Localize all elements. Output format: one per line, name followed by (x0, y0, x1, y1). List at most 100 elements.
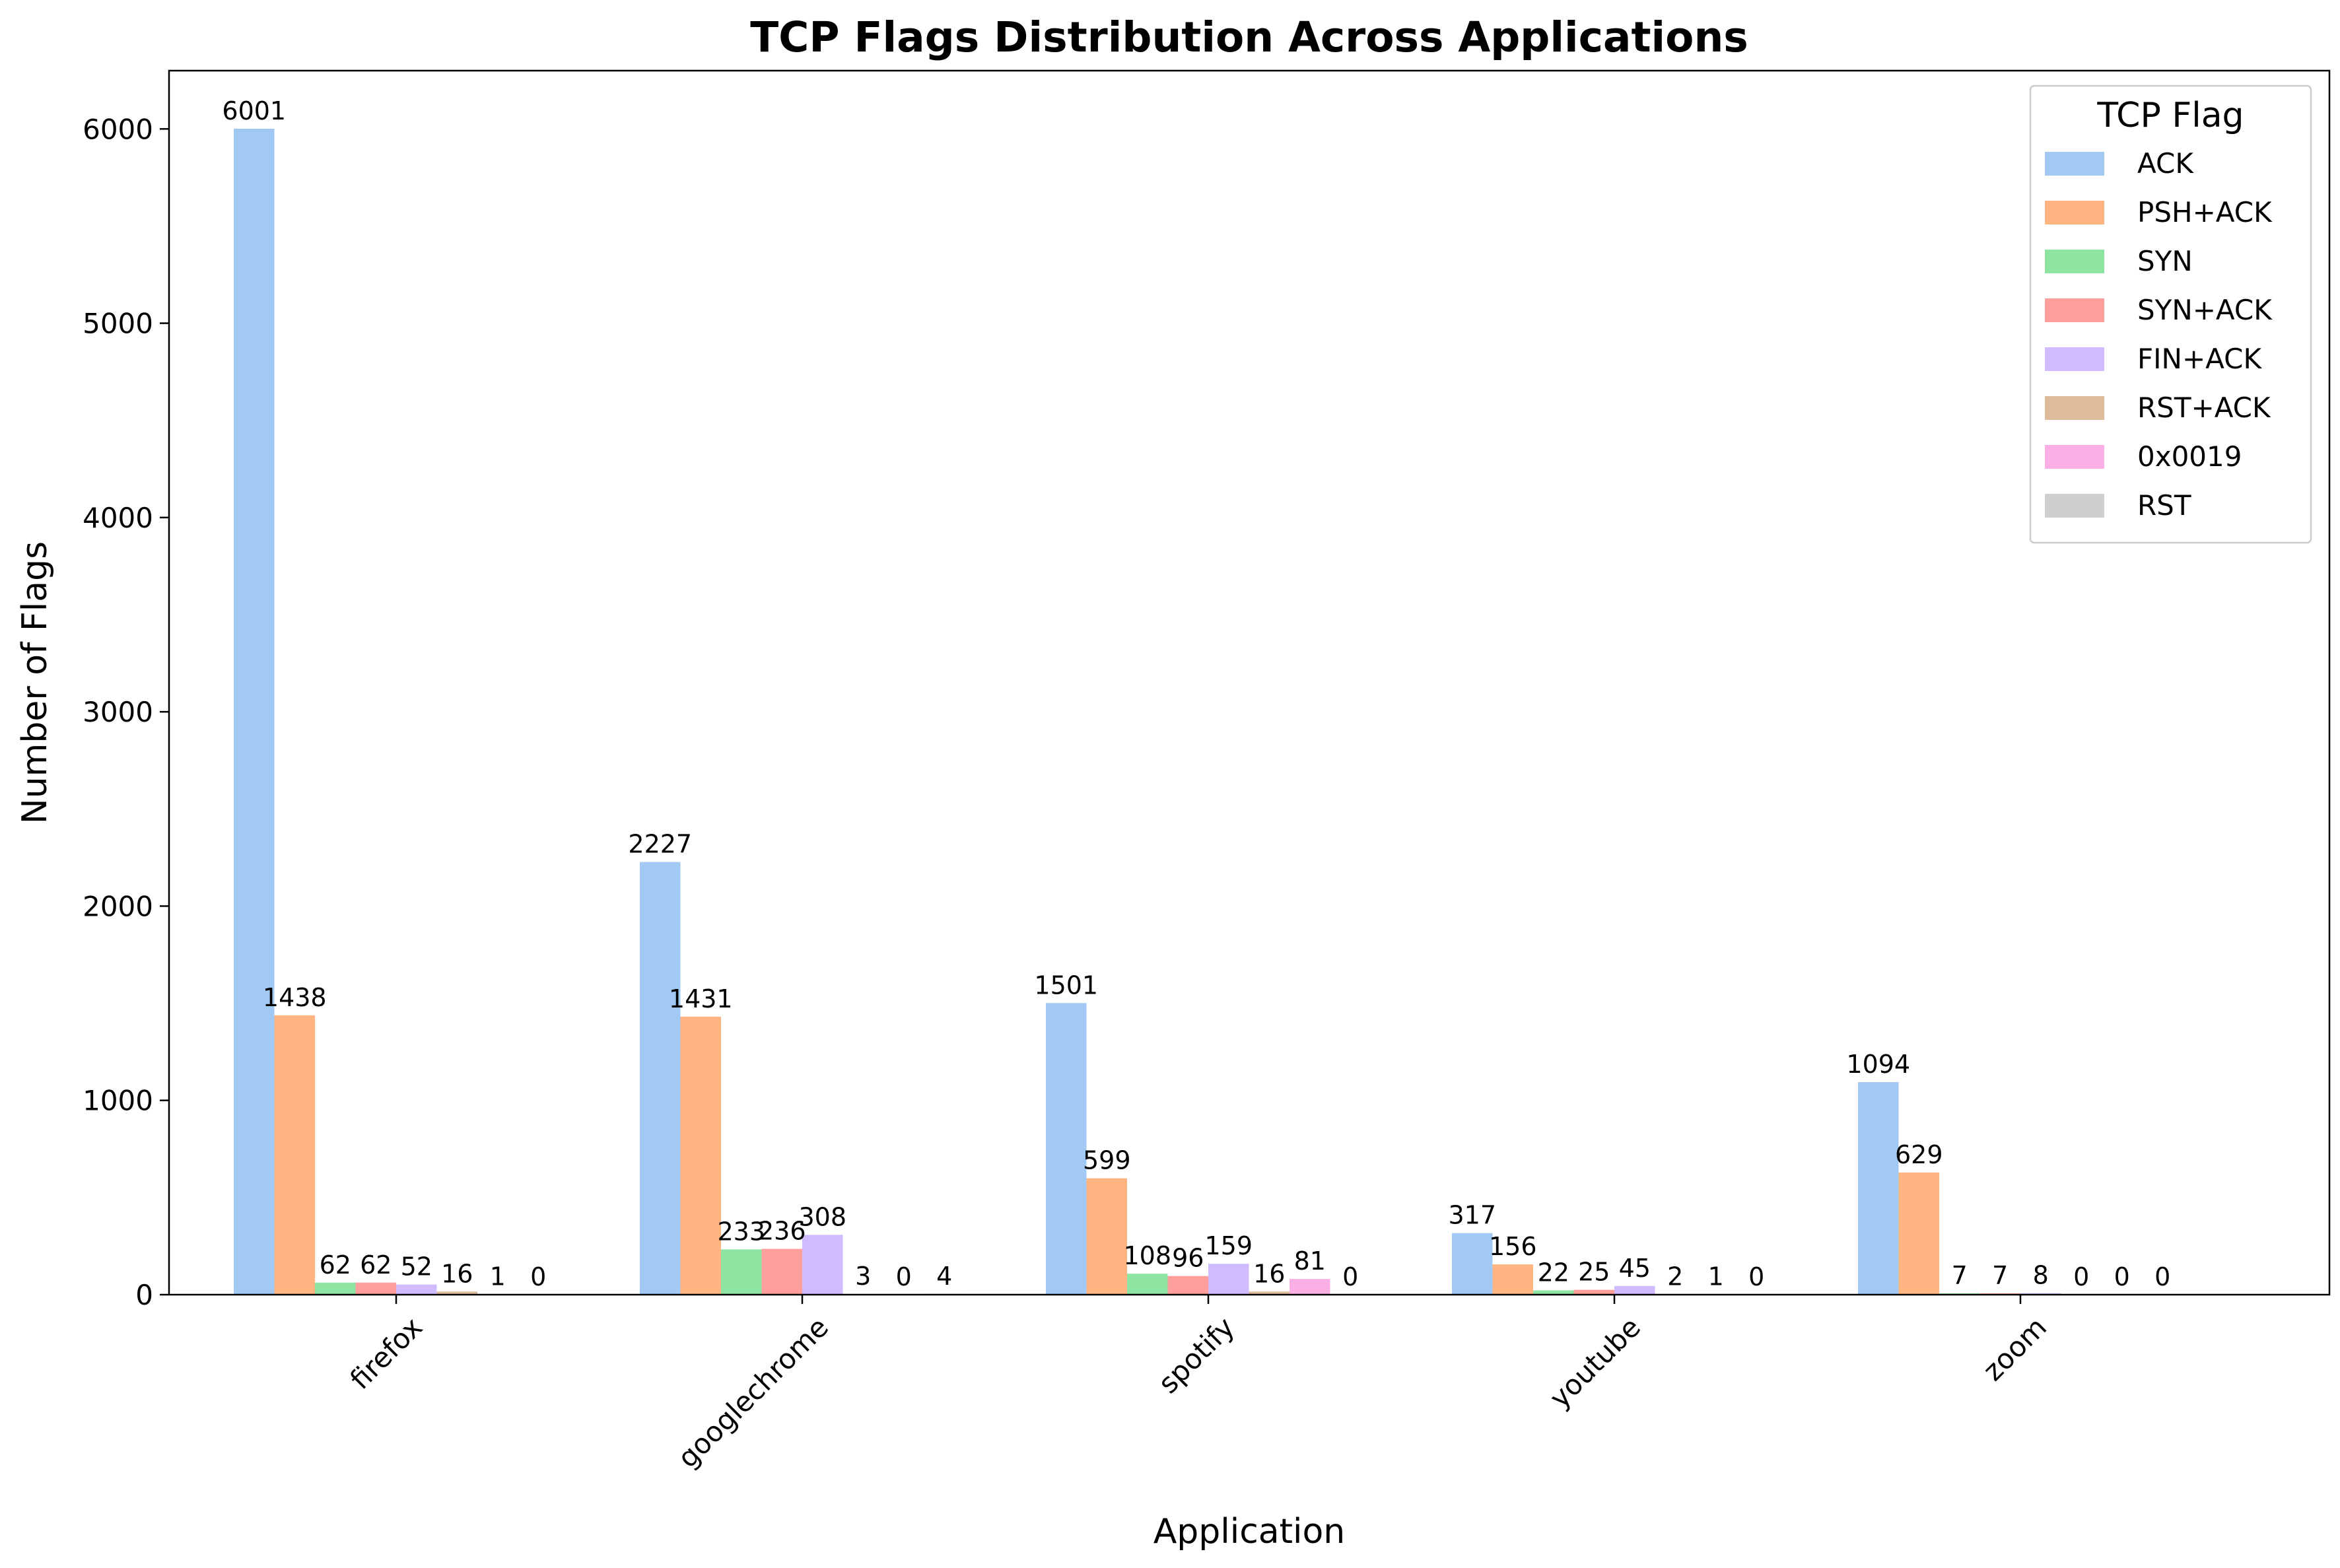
data-label-googlechrome-psh-ack: 1431 (669, 984, 733, 1013)
y-tick-label: 0 (135, 1279, 153, 1311)
x-tick-label-zoom: zoom (1977, 1311, 2053, 1387)
data-label-spotify-syn: 108 (1123, 1241, 1171, 1270)
legend-title: TCP Flag (2096, 96, 2244, 135)
legend-item-fin-ack: FIN+ACK (2045, 343, 2262, 375)
legend-label: FIN+ACK (2137, 343, 2262, 375)
bar-firefox-rst-ack (436, 1291, 477, 1295)
bar-zoom-psh-ack (1898, 1172, 1939, 1295)
legend-label: PSH+ACK (2137, 196, 2273, 228)
legend-swatch (2045, 201, 2104, 224)
bar-spotify-rst-ack (1249, 1291, 1290, 1295)
data-label-firefox-syn-ack: 62 (360, 1250, 392, 1279)
legend-item-rst-ack: RST+ACK (2045, 392, 2271, 424)
bar-googlechrome-syn (721, 1249, 762, 1295)
data-label-zoom-syn-ack: 7 (1992, 1261, 2008, 1290)
bar-zoom-ack (1858, 1082, 1899, 1295)
legend-swatch (2045, 445, 2104, 469)
legend-item-rst: RST (2045, 489, 2191, 522)
bar-googlechrome-fin-ack (802, 1235, 843, 1295)
data-label-firefox-fin-ack: 52 (401, 1252, 432, 1281)
data-label-firefox-rst: 0 (530, 1262, 546, 1291)
legend-label: RST+ACK (2137, 392, 2271, 424)
x-axis: firefox googlechrome spotify youtube zoom (344, 1295, 2053, 1474)
bar-firefox-syn (315, 1282, 356, 1295)
data-label-googlechrome-fin-ack: 308 (798, 1202, 846, 1231)
data-label-youtube-syn-ack: 25 (1578, 1258, 1610, 1287)
bar-googlechrome-psh-ack (680, 1016, 721, 1295)
bar-firefox-psh-ack (274, 1015, 315, 1295)
data-label-youtube-fin-ack: 45 (1619, 1254, 1651, 1283)
data-label-zoom-0x0019: 0 (2114, 1262, 2130, 1291)
y-tick-label: 4000 (83, 502, 153, 534)
data-label-youtube-psh-ack: 156 (1489, 1232, 1537, 1261)
legend-label: ACK (2137, 147, 2194, 180)
data-label-firefox-rst-ack: 16 (441, 1259, 473, 1288)
bar-spotify-fin-ack (1208, 1264, 1249, 1295)
legend-label: SYN+ACK (2137, 294, 2273, 326)
y-tick-label: 6000 (83, 113, 153, 145)
bar-youtube-syn-ack (1573, 1289, 1614, 1295)
bars-layer (234, 128, 2061, 1295)
legend-swatch (2045, 250, 2104, 273)
legend-label: 0x0019 (2137, 440, 2242, 473)
x-tick-label-googlechrome: googlechrome (671, 1311, 835, 1474)
data-label-spotify-rst: 0 (1342, 1262, 1358, 1291)
plot-area-frame (168, 69, 2331, 1296)
data-label-zoom-ack: 1094 (1846, 1050, 1910, 1079)
legend: TCP Flag ACK PSH+ACK SYN SYN+ACK FIN+ACK RST+… (2029, 85, 2312, 544)
data-label-zoom-psh-ack: 629 (1895, 1140, 1943, 1169)
bar-googlechrome-syn-ack (761, 1248, 802, 1295)
data-label-googlechrome-syn: 233 (717, 1217, 765, 1246)
chart-title: TCP Flags Distribution Across Applicatio… (750, 13, 1748, 61)
data-label-googlechrome-syn-ack: 236 (758, 1217, 806, 1246)
legend-swatch (2045, 152, 2104, 176)
legend-items: ACK PSH+ACK SYN SYN+ACK FIN+ACK RST+ACK 0x0019… (2045, 147, 2273, 522)
legend-item-psh-ack: PSH+ACK (2045, 196, 2273, 228)
y-tick-label: 2000 (83, 890, 153, 922)
bar-spotify-0x0019 (1290, 1279, 1330, 1295)
bar-firefox-ack (234, 128, 275, 1295)
bar-youtube-psh-ack (1492, 1264, 1533, 1295)
x-tick-label-spotify: spotify (1152, 1311, 1241, 1400)
legend-item-syn: SYN (2045, 245, 2193, 277)
bar-spotify-syn-ack (1167, 1276, 1208, 1295)
legend-swatch (2045, 347, 2104, 371)
data-label-googlechrome-ack: 2227 (628, 830, 692, 859)
data-label-youtube-syn: 22 (1538, 1258, 1569, 1287)
data-label-zoom-rst-ack: 0 (2073, 1262, 2089, 1291)
legend-label: SYN (2137, 245, 2193, 277)
bar-spotify-ack (1046, 1003, 1087, 1295)
data-label-spotify-syn-ack: 96 (1172, 1244, 1204, 1273)
bar-youtube-fin-ack (1614, 1285, 1655, 1295)
data-label-spotify-ack: 1501 (1034, 971, 1098, 1000)
data-label-spotify-psh-ack: 599 (1083, 1146, 1131, 1175)
legend-box (2029, 85, 2312, 544)
data-label-youtube-ack: 317 (1448, 1201, 1496, 1230)
y-axis-label: Number of Flags (15, 541, 55, 824)
data-label-firefox-syn: 62 (320, 1250, 351, 1279)
data-label-googlechrome-0x0019: 0 (896, 1262, 912, 1291)
data-label-firefox-ack: 6001 (222, 96, 286, 125)
legend-swatch (2045, 396, 2104, 420)
y-tick-label: 3000 (83, 696, 153, 728)
legend-swatch (2045, 298, 2104, 322)
x-tick-label-youtube: youtube (1543, 1311, 1647, 1414)
bar-firefox-syn-ack (355, 1282, 396, 1295)
data-label-zoom-fin-ack: 8 (2033, 1261, 2049, 1290)
data-label-spotify-rst-ack: 16 (1253, 1259, 1285, 1288)
data-label-googlechrome-rst: 4 (936, 1262, 952, 1291)
data-label-spotify-0x0019: 81 (1294, 1246, 1326, 1276)
data-label-youtube-0x0019: 1 (1708, 1262, 1724, 1291)
bar-youtube-syn (1533, 1290, 1574, 1295)
bar-googlechrome-ack (640, 862, 681, 1295)
bar-youtube-ack (1452, 1233, 1493, 1295)
legend-label: RST (2137, 489, 2191, 522)
x-axis-label: Application (1153, 1512, 1346, 1551)
data-label-zoom-rst: 0 (2154, 1262, 2170, 1291)
data-label-googlechrome-rst-ack: 3 (855, 1262, 871, 1291)
data-label-youtube-rst-ack: 2 (1667, 1262, 1683, 1291)
legend-item-0x0019: 0x0019 (2045, 440, 2242, 473)
data-label-zoom-syn: 7 (1952, 1261, 1968, 1290)
